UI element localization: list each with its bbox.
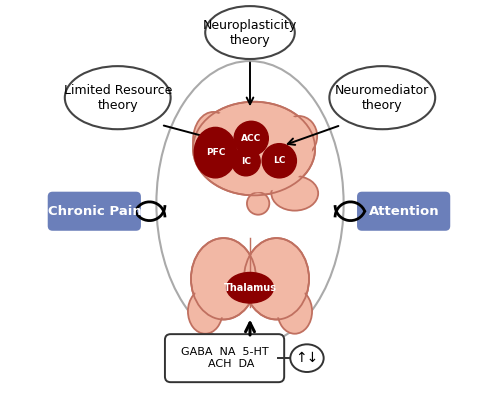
Ellipse shape — [205, 6, 295, 59]
Ellipse shape — [226, 273, 274, 303]
Ellipse shape — [194, 127, 236, 178]
FancyBboxPatch shape — [165, 334, 284, 382]
Text: ↑↓: ↑↓ — [296, 351, 318, 365]
Text: Limited Resource
theory: Limited Resource theory — [64, 84, 172, 112]
Text: Attention: Attention — [368, 205, 439, 218]
Ellipse shape — [244, 238, 309, 319]
Ellipse shape — [65, 66, 170, 129]
Ellipse shape — [262, 144, 296, 178]
Ellipse shape — [232, 147, 260, 176]
Text: LC: LC — [273, 156, 285, 165]
Ellipse shape — [290, 344, 324, 372]
Text: Chronic Pain: Chronic Pain — [48, 205, 142, 218]
FancyBboxPatch shape — [357, 192, 450, 231]
Text: Neuroplasticity
theory: Neuroplasticity theory — [203, 19, 297, 46]
Ellipse shape — [234, 121, 268, 155]
Ellipse shape — [193, 112, 234, 169]
Text: PFC: PFC — [206, 148, 225, 157]
Text: Thalamus: Thalamus — [224, 283, 276, 293]
Ellipse shape — [247, 193, 270, 215]
Ellipse shape — [193, 102, 315, 195]
Text: Neuromediator
theory: Neuromediator theory — [335, 84, 430, 112]
FancyBboxPatch shape — [48, 192, 141, 231]
Ellipse shape — [272, 176, 318, 211]
Ellipse shape — [246, 240, 307, 317]
Ellipse shape — [191, 238, 256, 319]
Ellipse shape — [278, 289, 312, 334]
Text: GABA  NA  5-HT
    ACH  DA: GABA NA 5-HT ACH DA — [180, 347, 268, 369]
Text: IC: IC — [241, 157, 251, 166]
Ellipse shape — [188, 289, 222, 334]
Ellipse shape — [280, 116, 317, 157]
Ellipse shape — [193, 240, 254, 317]
Text: ACC: ACC — [241, 134, 262, 143]
Ellipse shape — [330, 66, 435, 129]
Ellipse shape — [196, 105, 312, 193]
